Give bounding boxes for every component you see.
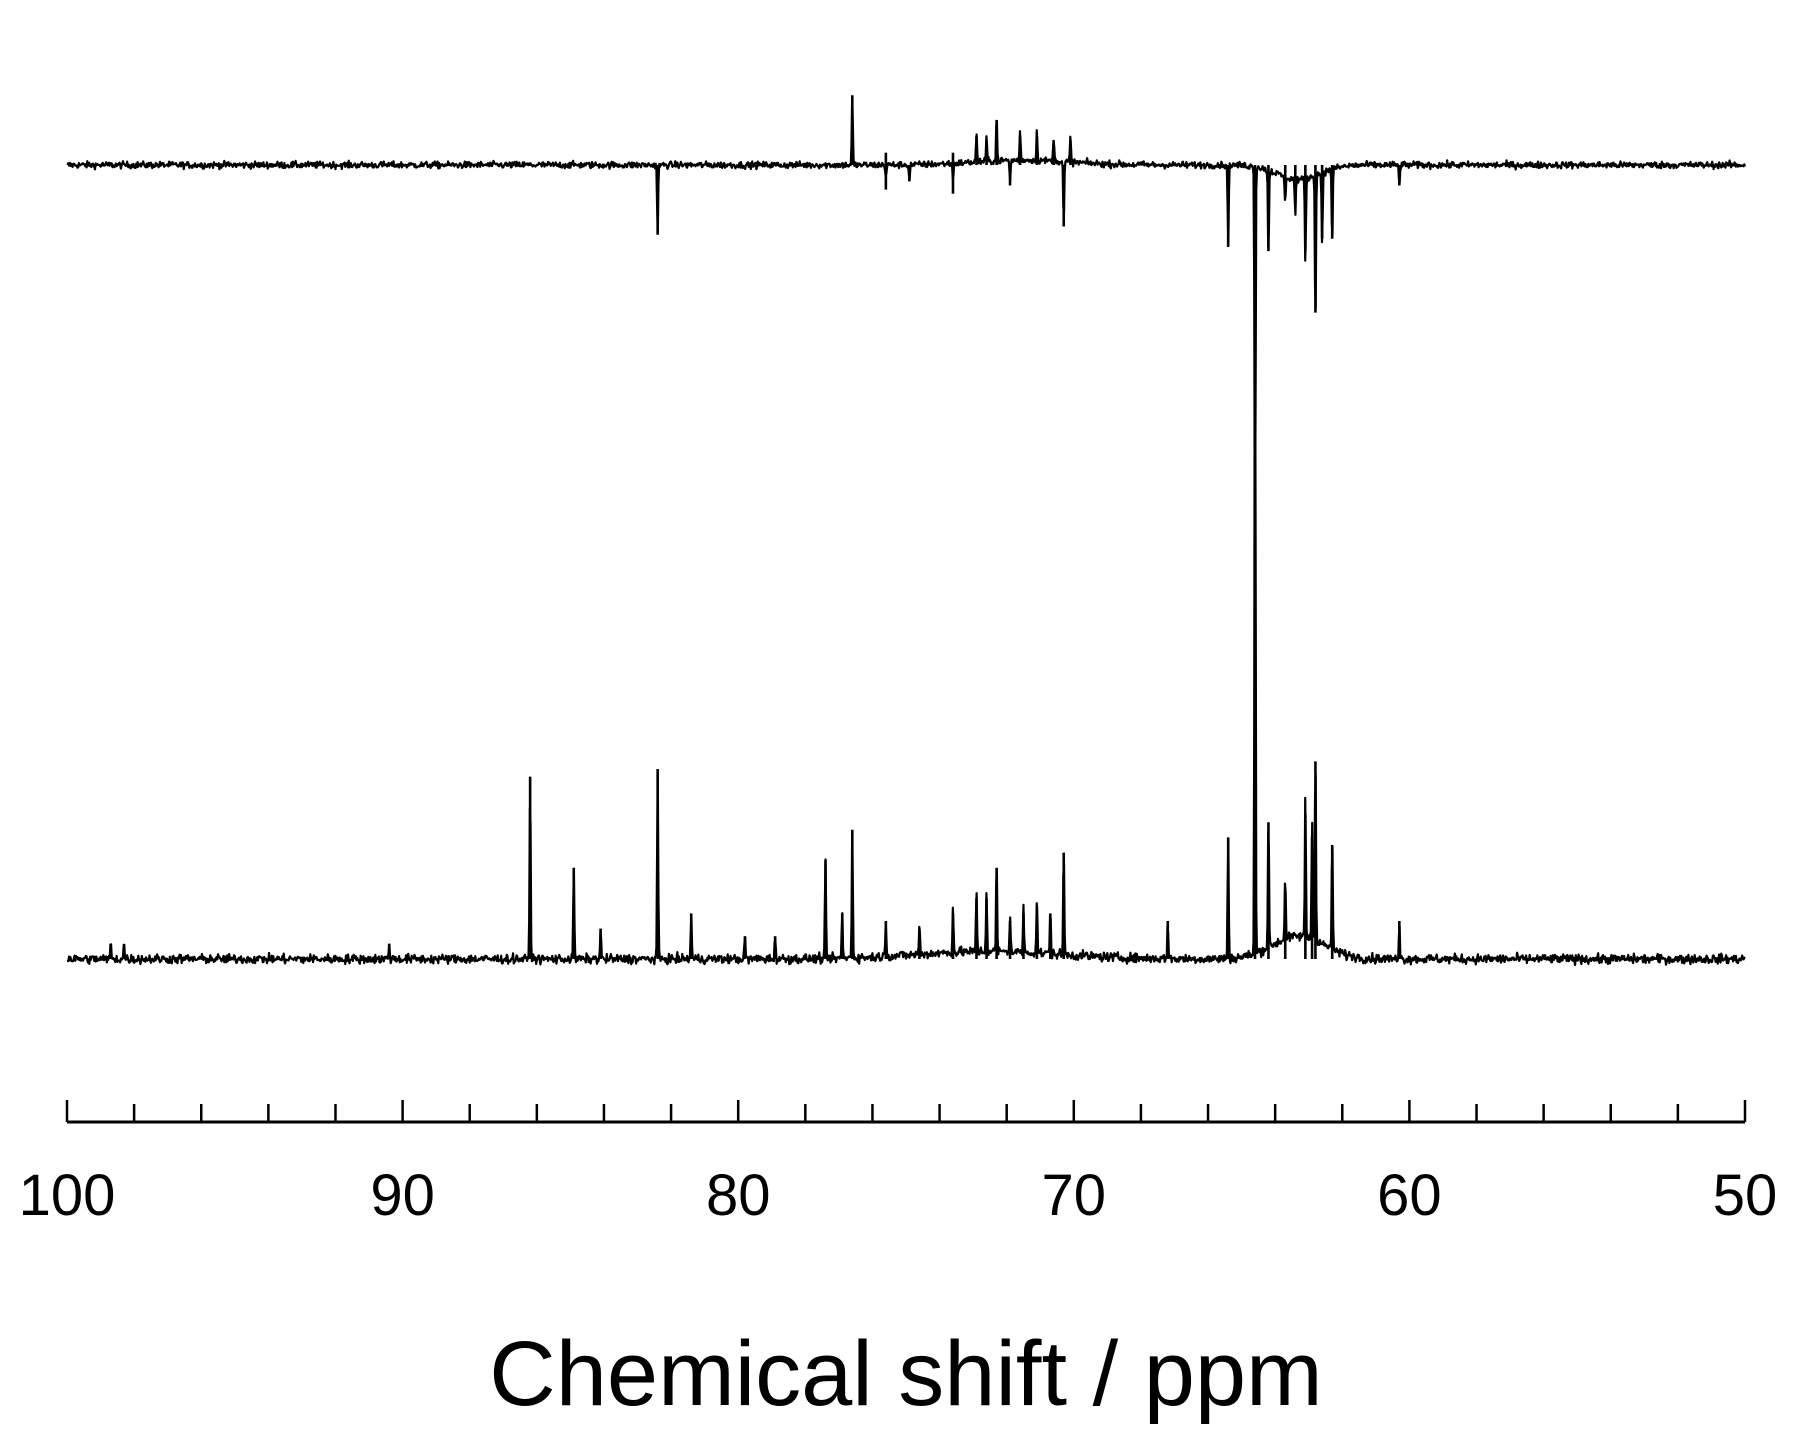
x-axis-title: Chemical shift / ppm xyxy=(489,1323,1322,1425)
spectrum-trace-bottom xyxy=(66,219,1746,967)
x-tick-label: 100 xyxy=(19,1163,116,1228)
x-tick-label: 90 xyxy=(370,1163,435,1228)
x-axis-ticks xyxy=(65,1100,1747,1122)
x-tick-label: 80 xyxy=(706,1163,771,1228)
x-tick-label: 50 xyxy=(1713,1163,1778,1228)
spectrum-trace-top xyxy=(66,95,1747,565)
x-tick-label: 60 xyxy=(1377,1163,1442,1228)
spectra-plot-area xyxy=(66,95,1747,967)
x-tick-label: 70 xyxy=(1042,1163,1107,1228)
x-axis-tick-labels: 100 90 80 70 60 50 xyxy=(19,1163,1778,1228)
x-axis: 100 90 80 70 60 50 xyxy=(19,1100,1778,1228)
